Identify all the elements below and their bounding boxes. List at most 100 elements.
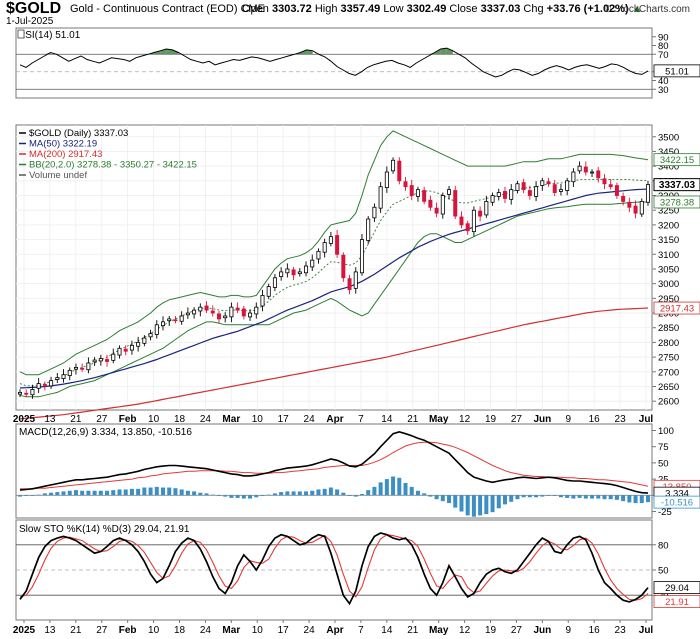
price-candle-body [608, 184, 613, 188]
bottom-x-label: 17 [278, 625, 290, 636]
price-candle-body [571, 171, 576, 183]
price-candle-body [241, 308, 246, 317]
macd-histogram-bar [328, 487, 333, 496]
price-x-label: 27 [96, 414, 108, 425]
price-candle-body [409, 185, 414, 196]
price-candle-body [67, 369, 72, 377]
price-axis-label: 2850 [658, 323, 679, 334]
macd-histogram-bar [223, 495, 228, 497]
price-candle-body [639, 200, 644, 215]
macd-histogram-bar [272, 493, 277, 496]
price-candle-body [347, 278, 352, 290]
macd-histogram-bar [465, 495, 470, 516]
low-value: 3302.49 [406, 3, 447, 15]
price-candle-body [384, 171, 389, 188]
price-candle-body [534, 186, 539, 197]
price-x-label: 18 [174, 414, 186, 425]
rsi-axis-label: 90 [658, 32, 669, 43]
price-candle-body [111, 353, 116, 361]
macd-histogram-bar [639, 495, 644, 504]
macd-signal-line [20, 441, 649, 490]
price-candle-body [86, 362, 91, 371]
price-candle-body [552, 184, 557, 193]
price-candle-body [80, 367, 85, 370]
macd-histogram-bar [98, 490, 103, 496]
macd-histogram-bar [347, 495, 352, 496]
macd-axis-label: -25 [658, 507, 672, 518]
price-candle-body [154, 324, 159, 335]
macd-histogram-bar [73, 490, 78, 496]
price-candle-body [459, 216, 464, 226]
macd-histogram-bar [92, 490, 97, 496]
macd-histogram-bar [142, 487, 147, 496]
price-x-label: May [429, 414, 449, 425]
macd-histogram-bar [335, 489, 340, 496]
macd-histogram-bar [260, 495, 265, 496]
ma200-badge: 2917.43 [660, 304, 694, 315]
rsi-current-badge-box [653, 64, 700, 78]
price-candle-body [30, 389, 35, 396]
legend-volume: Volume undef [29, 170, 87, 181]
bb-lower-badge: 3278.38 [660, 197, 694, 208]
price-candle-body [248, 312, 253, 318]
macd-histogram-bar [378, 482, 383, 496]
macd-histogram-bar [366, 490, 371, 496]
macd-histogram-bar [198, 492, 203, 496]
price-candle-body [521, 182, 526, 191]
macd-histogram-bar [621, 495, 626, 502]
price-x-label: 10 [148, 414, 160, 425]
price-candle-body [596, 170, 601, 179]
price-candle-body [621, 195, 626, 202]
price-axis-label: 3200 [658, 220, 679, 231]
bottom-x-label: Feb [119, 625, 137, 636]
price-x-label: 21 [407, 414, 419, 425]
macd-histogram-bar [440, 495, 445, 502]
price-candle-body [117, 347, 122, 356]
bottom-x-label: 18 [174, 625, 186, 636]
bottom-x-label: 9 [565, 625, 571, 636]
macd-histogram-bar [471, 495, 476, 517]
macd-histogram-bar [415, 490, 420, 496]
macd-histogram-bar [304, 491, 309, 496]
bb-upper-badge-box [653, 153, 700, 167]
price-candle-body [235, 307, 240, 311]
price-candle-body [335, 235, 340, 255]
macd-histogram-bar [384, 479, 389, 496]
price-candle-body [92, 359, 97, 363]
macd-histogram-bar [540, 495, 545, 497]
price-candle-body [142, 337, 147, 344]
price-candle-body [310, 259, 315, 268]
price-candle-body [266, 286, 271, 297]
price-candle-body [49, 380, 54, 387]
open-value: 3303.72 [271, 3, 312, 15]
high-value: 3357.49 [340, 3, 381, 15]
macd-histogram-bar [136, 488, 141, 496]
price-x-label: Jun [533, 414, 551, 425]
price-candle-body [260, 295, 265, 307]
price-x-label: Apr [326, 414, 343, 425]
price-candle-body [447, 189, 452, 195]
macd-histogram-bar [248, 495, 253, 499]
macd-histogram-bar [403, 482, 408, 496]
rsi-axis-label: 30 [658, 85, 669, 96]
price-candle-body [378, 186, 383, 209]
macd-histogram-bar [453, 495, 458, 508]
price-x-label: 10 [252, 414, 264, 425]
macd-histogram-bar [210, 494, 215, 496]
price-candle-body [614, 185, 619, 196]
bottom-x-label: 7 [358, 625, 364, 636]
macd-histogram-bar [192, 491, 197, 496]
macd-histogram-bar [216, 495, 221, 496]
macd-axis-label: 50 [658, 458, 669, 469]
price-candle-body [496, 192, 501, 197]
bottom-x-label: 23 [615, 625, 627, 636]
price-candle-body [179, 315, 184, 322]
price-x-label: 9 [565, 414, 571, 425]
price-axis-label: 3050 [658, 264, 679, 275]
price-candle-body [148, 333, 153, 338]
macd-histogram-bar [105, 490, 110, 496]
macd-histogram-bar [409, 486, 414, 496]
price-candle-body [372, 206, 377, 219]
macd-histogram-bar [254, 495, 259, 498]
stoch-k-badge-box [653, 581, 700, 595]
